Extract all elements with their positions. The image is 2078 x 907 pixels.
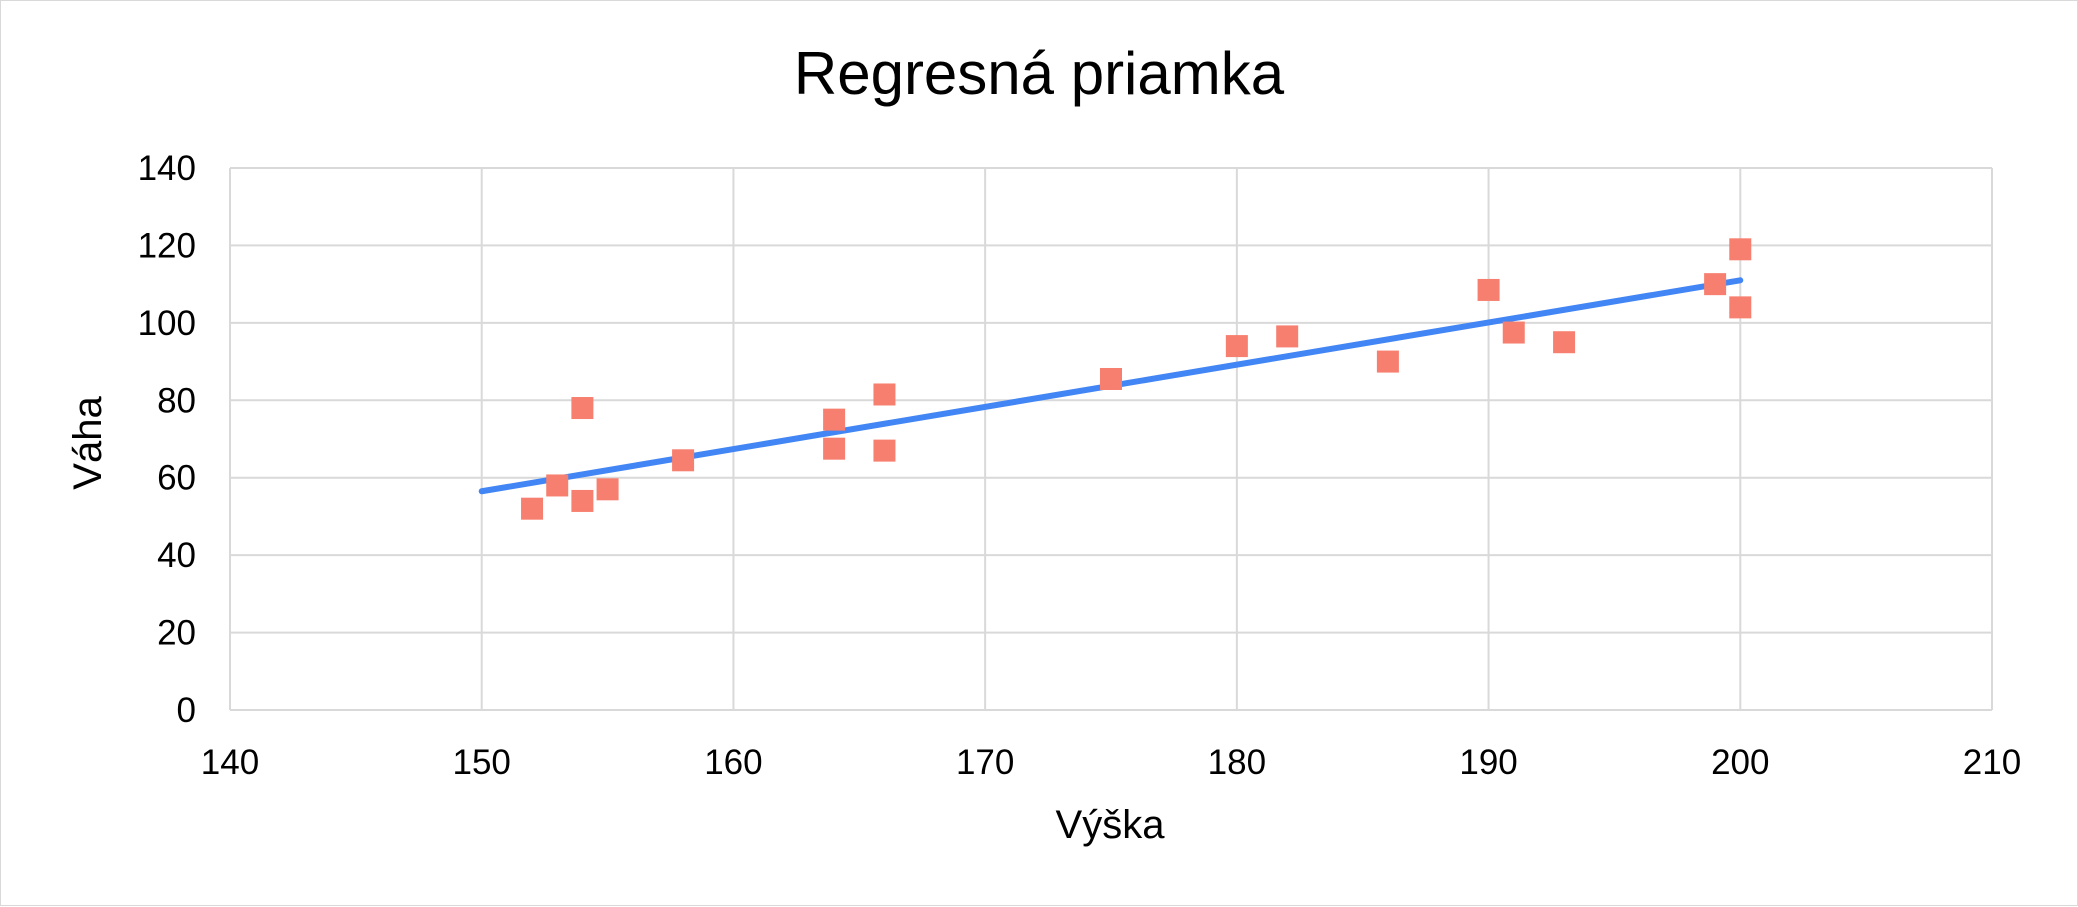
y-tick-label: 120 bbox=[138, 226, 196, 265]
x-tick-label: 210 bbox=[1963, 743, 2021, 782]
y-tick-label: 0 bbox=[177, 691, 196, 730]
data-point bbox=[823, 437, 846, 460]
data-point bbox=[1729, 238, 1752, 261]
data-point bbox=[546, 474, 569, 497]
x-axis-title: Výška bbox=[1056, 803, 1166, 847]
data-point bbox=[596, 478, 619, 501]
x-tick-label: 150 bbox=[453, 743, 511, 782]
data-points bbox=[521, 238, 1752, 520]
data-point bbox=[1553, 331, 1576, 354]
x-tick-label: 190 bbox=[1459, 743, 1517, 782]
data-point bbox=[1100, 367, 1122, 390]
y-tick-label: 20 bbox=[157, 614, 196, 653]
y-axis-ticks: 0 20 40 60 80 100 120 140 bbox=[138, 149, 196, 730]
x-tick-label: 170 bbox=[956, 743, 1014, 782]
y-tick-label: 40 bbox=[157, 536, 196, 575]
data-point bbox=[571, 489, 594, 512]
data-point bbox=[1276, 325, 1299, 348]
x-axis-ticks: 140 150 160 170 180 190 200 210 bbox=[201, 743, 2021, 782]
x-tick-label: 200 bbox=[1711, 743, 1769, 782]
data-point bbox=[1729, 296, 1752, 319]
data-point bbox=[1704, 273, 1727, 296]
gridlines bbox=[229, 167, 1993, 711]
data-point bbox=[1502, 321, 1525, 344]
y-tick-label: 80 bbox=[157, 381, 196, 420]
chart-title: Regresná priamka bbox=[794, 40, 1285, 107]
y-tick-label: 100 bbox=[138, 304, 196, 343]
data-point bbox=[1477, 278, 1500, 301]
data-point bbox=[1225, 335, 1248, 358]
data-point bbox=[873, 439, 896, 462]
data-point bbox=[1376, 350, 1399, 373]
x-tick-label: 180 bbox=[1208, 743, 1266, 782]
x-tick-label: 140 bbox=[201, 743, 259, 782]
y-tick-label: 60 bbox=[157, 459, 196, 498]
y-tick-label: 140 bbox=[138, 149, 196, 188]
data-point bbox=[521, 497, 544, 520]
data-point bbox=[873, 383, 896, 406]
x-tick-label: 160 bbox=[704, 743, 762, 782]
data-point bbox=[823, 408, 846, 431]
data-point bbox=[571, 397, 594, 420]
y-axis-title: Váha bbox=[66, 396, 110, 490]
data-point bbox=[672, 449, 695, 472]
